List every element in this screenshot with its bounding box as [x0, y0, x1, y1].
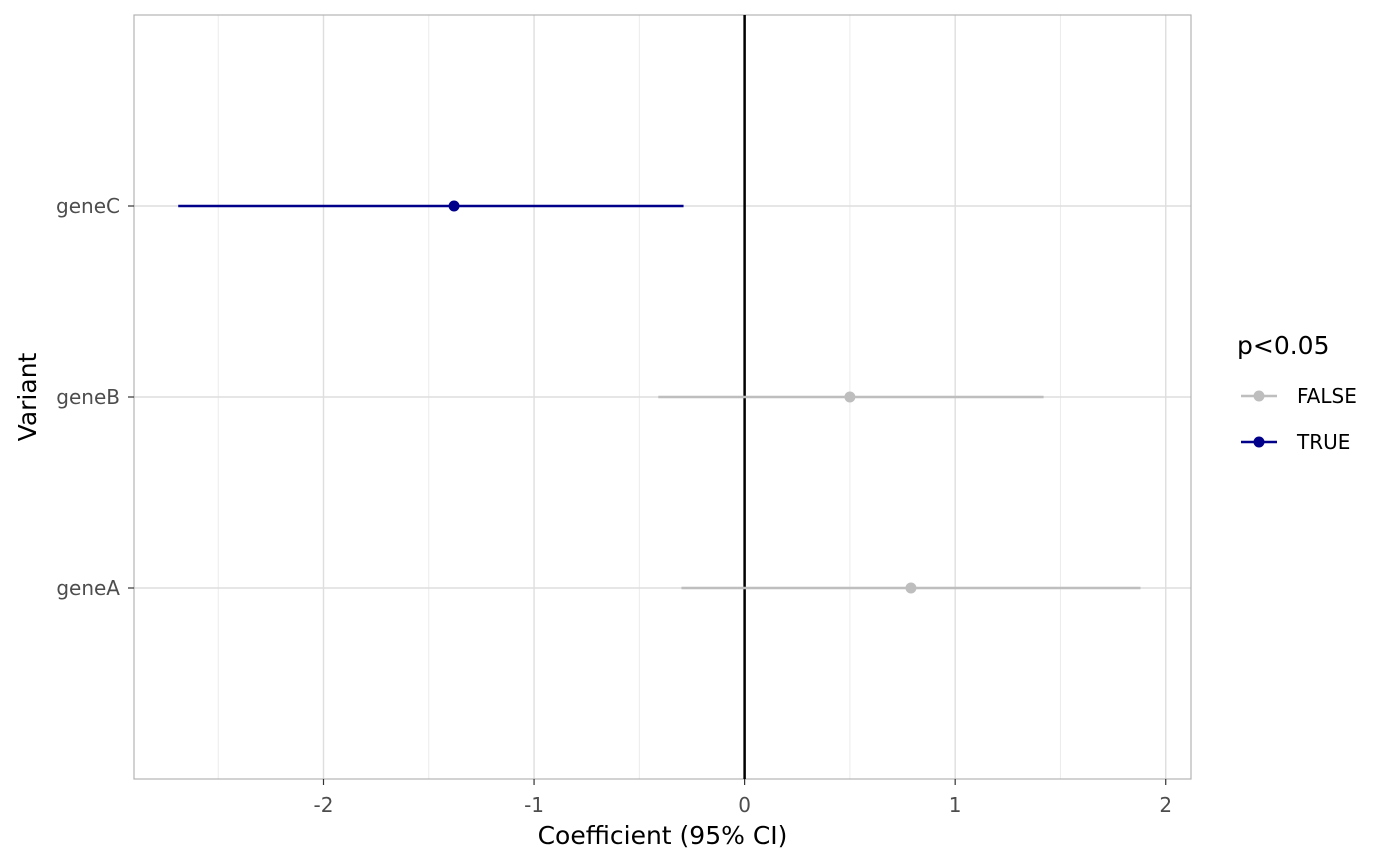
point-estimate-geneB: [844, 391, 856, 403]
data-marks: [178, 200, 1141, 594]
x-tick-label: -1: [524, 793, 544, 817]
x-axis-ticks: -2 -1 0 1 2: [314, 779, 1172, 817]
x-tick-label: 0: [738, 793, 751, 817]
legend-label: FALSE: [1297, 384, 1357, 408]
x-tick-label: 1: [949, 793, 962, 817]
legend-label: TRUE: [1296, 430, 1350, 454]
x-tick-label: -2: [314, 793, 334, 817]
y-axis-ticks: geneA geneB geneC: [56, 194, 134, 600]
point-estimate-geneA: [905, 582, 917, 594]
legend-key-point: [1253, 436, 1265, 448]
legend-key-point: [1253, 390, 1265, 402]
legend: p<0.05 FALSE TRUE: [1237, 331, 1357, 454]
x-tick-label: 2: [1159, 793, 1172, 817]
legend-title: p<0.05: [1237, 331, 1329, 360]
point-estimate-geneC: [448, 200, 460, 212]
x-axis-title: Coefficient (95% CI): [538, 821, 788, 850]
y-axis-title: Variant: [13, 352, 42, 441]
y-tick-label: geneC: [56, 194, 120, 218]
y-tick-label: geneB: [56, 385, 120, 409]
y-tick-label: geneA: [56, 576, 120, 600]
legend-items: FALSE TRUE: [1241, 384, 1357, 454]
